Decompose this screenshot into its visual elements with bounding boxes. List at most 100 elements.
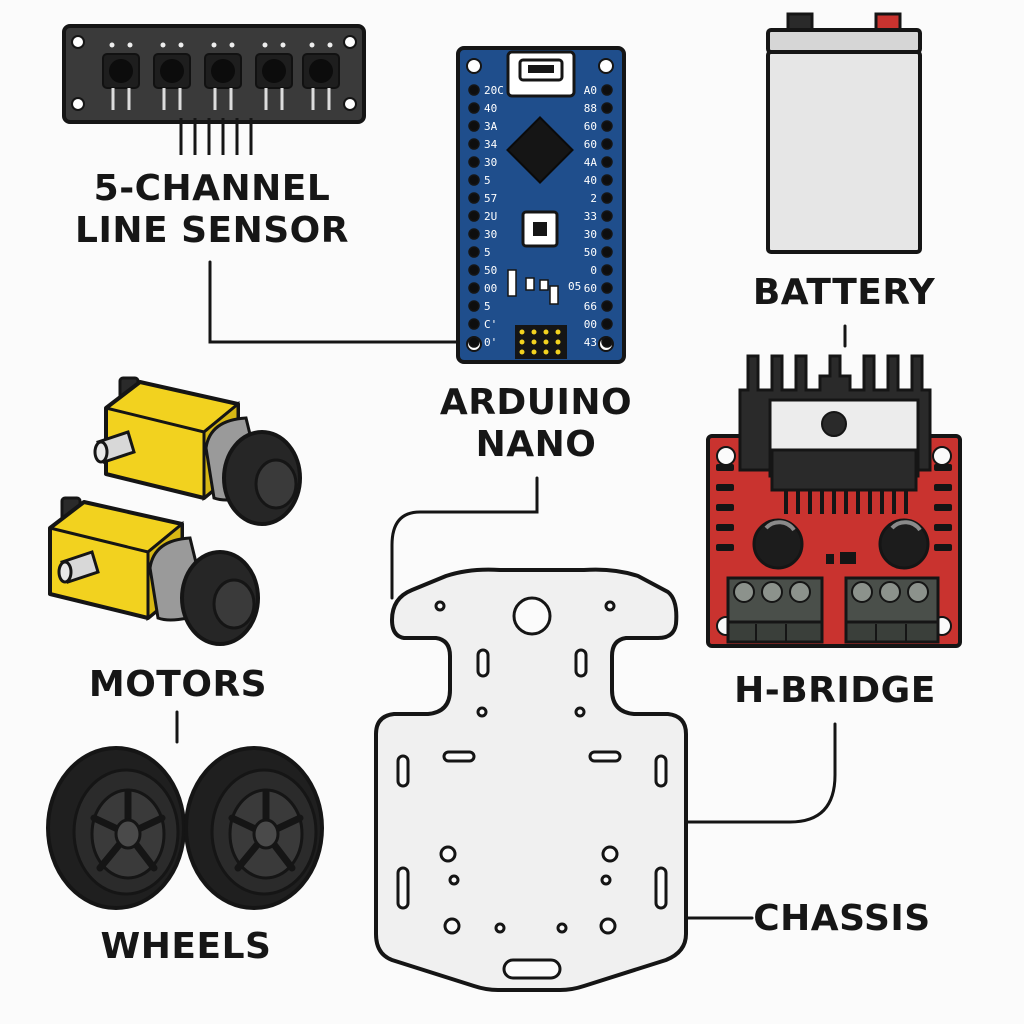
ir-sensor-icon <box>102 42 140 110</box>
h-bridge <box>706 354 962 648</box>
nano-pin-label: 43 <box>584 336 597 349</box>
nano-pin-label: 30 <box>584 228 597 241</box>
nano-pin-label: 60 <box>584 120 597 133</box>
nano-pin-pad-icon <box>601 282 613 294</box>
nano-pin-label: A0 <box>584 84 597 97</box>
mount-hole-icon <box>71 35 85 49</box>
ir-sensor-icon <box>153 42 191 110</box>
smd-components-icon <box>507 269 559 305</box>
ir-sensor-icon <box>204 42 242 110</box>
nano-pin-pad-icon <box>468 318 480 330</box>
nano-pin-pad-icon <box>468 138 480 150</box>
nano-pin-pad-icon <box>601 246 613 258</box>
h-bridge-pads-left <box>716 464 734 551</box>
icsp-header-icon <box>515 325 567 359</box>
nano-pin-label: 88 <box>584 102 597 115</box>
line-sensor-label: 5-CHANNEL LINE SENSOR <box>62 168 362 252</box>
nano-pin-pad-icon <box>601 264 613 276</box>
nano-pin-pad-icon <box>601 102 613 114</box>
nano-pin-label: 00 <box>584 318 597 331</box>
nano-pin-pad-icon <box>468 210 480 222</box>
wheel-right <box>184 746 324 910</box>
screw-terminal-left-icon <box>726 576 824 644</box>
nano-pin-pad-icon <box>468 300 480 312</box>
screw-terminal-right-icon <box>844 576 940 644</box>
nano-pin-pad-icon <box>468 84 480 96</box>
nano-pin-row-left: 20C 40 3A 34 30 5 57 2U 30 5 50 00 5 C' 0' <box>468 84 504 349</box>
mount-hole-icon <box>598 58 614 74</box>
nano-pin-pad-icon <box>601 138 613 150</box>
nano-pin-label: 33 <box>584 210 597 223</box>
nano-pin-label: C' <box>484 318 497 331</box>
nano-pin-label: 34 <box>484 138 498 151</box>
nano-pin-label: 60 <box>584 282 597 295</box>
ir-sensor-icon <box>255 42 293 110</box>
arduino-nano-label-line-2: NANO <box>475 424 597 465</box>
connector-lines <box>175 260 847 920</box>
nano-pin-pad-icon <box>468 156 480 168</box>
nano-pin-label: 50 <box>584 246 597 259</box>
arduino-nano-board <box>456 46 626 364</box>
nano-pin-pad-icon <box>601 84 613 96</box>
nano-pin-pad-icon <box>468 246 480 258</box>
ir-sensor-icon <box>302 42 340 110</box>
nano-pin-pad-icon <box>601 336 613 348</box>
nano-pin-label: 00 <box>484 282 497 295</box>
motor-bottom <box>48 496 260 646</box>
nano-pin-label: 5 <box>484 300 491 313</box>
chassis-label: CHASSIS <box>753 898 931 939</box>
wheel-left <box>46 746 186 910</box>
nano-pin-label: 5 <box>484 246 491 259</box>
reset-button-icon <box>521 210 559 248</box>
arduino-nano-label: ARDUINO NANO <box>436 382 636 466</box>
nano-pin-label: 0 <box>590 264 597 277</box>
nano-pin-label: 50 <box>484 264 497 277</box>
nano-pin-pad-icon <box>601 300 613 312</box>
shaft-icon <box>57 550 100 584</box>
battery-cap <box>766 28 922 54</box>
nano-pin-pad-icon <box>468 192 480 204</box>
nano-pin-label: 40 <box>484 102 497 115</box>
nano-pin-row-right: A0 88 60 60 4A 40 2 33 30 50 0 60 66 00 43 <box>584 84 613 349</box>
nano-pin-label: 57 <box>484 192 497 205</box>
battery-label: BATTERY <box>752 272 936 313</box>
nano-pin-label: 40 <box>584 174 597 187</box>
mount-hole-icon <box>343 35 357 49</box>
line-sensor-label-line-1: 5-CHANNEL <box>93 168 331 209</box>
shaft-icon <box>93 430 136 464</box>
nano-pin-pad-icon <box>601 210 613 222</box>
nano-pin-pad-icon <box>468 174 480 186</box>
motors-label: MOTORS <box>88 664 268 705</box>
battery-body <box>766 50 922 254</box>
chassis <box>374 567 688 992</box>
heatsink-icon <box>738 354 932 514</box>
nano-pin-pad-icon <box>601 174 613 186</box>
line-sensor-label-line-2: LINE SENSOR <box>75 210 349 251</box>
usb-port-icon <box>506 50 576 98</box>
nano-pin-pad-icon <box>601 228 613 240</box>
nano-pin-label: 05 <box>568 280 581 293</box>
nano-pin-pad-icon <box>468 228 480 240</box>
line-sensor <box>62 24 366 155</box>
nano-pin-pad-icon <box>468 102 480 114</box>
wheels-label: WHEELS <box>100 926 272 967</box>
mount-hole-icon <box>71 97 85 111</box>
ir-sensor-array <box>102 42 340 110</box>
capacitor-icon <box>878 518 930 570</box>
mount-hole-icon <box>466 58 482 74</box>
nano-pin-pad-icon <box>468 120 480 132</box>
mount-hole-icon <box>716 446 736 466</box>
hbridge-to-chassis-line <box>686 722 837 824</box>
mount-hole-icon <box>343 97 357 111</box>
nano-pin-label: 60 <box>584 138 597 151</box>
nano-pin-label: 3A <box>484 120 498 133</box>
nano-pin-label: 5 <box>484 174 491 187</box>
nano-pin-pad-icon <box>601 156 613 168</box>
nano-pin-label: 4A <box>584 156 598 169</box>
nano-pin-label: 30 <box>484 156 497 169</box>
microcontroller-chip-icon <box>506 116 574 184</box>
nano-pin-label: 30 <box>484 228 497 241</box>
